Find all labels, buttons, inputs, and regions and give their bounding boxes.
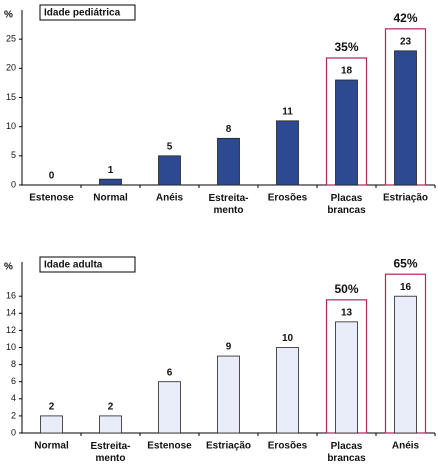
bar: [276, 120, 299, 186]
bar: [335, 79, 358, 186]
bar: [158, 381, 181, 434]
x-tick-label: Estriação: [206, 441, 251, 452]
annotation: 42%: [393, 11, 417, 25]
title-box: [39, 4, 136, 21]
x-tick-label: Estenose: [147, 441, 192, 452]
x-tick-label: Estenose: [29, 193, 74, 204]
y-tick-label: 8: [11, 359, 16, 369]
bar: [394, 50, 417, 186]
value-label: 6: [167, 367, 173, 378]
x-tick-label: Placas brancas: [327, 441, 366, 464]
value-label: 0: [49, 171, 55, 182]
x-tick-label: Normal: [34, 441, 69, 452]
bar: [99, 178, 122, 186]
value-label: 16: [400, 282, 412, 293]
x-tick-label: Normal: [93, 193, 128, 204]
chart-title: Idade pediátrica: [44, 8, 121, 19]
bar: [40, 415, 63, 434]
x-tick-label: Estriação: [383, 193, 428, 204]
bar: [99, 415, 122, 434]
value-label: 2: [49, 402, 55, 413]
x-tick-label: Anéis: [156, 193, 184, 204]
bar: [217, 137, 240, 186]
annotation: 50%: [334, 282, 358, 296]
y-tick-label: 4: [11, 393, 16, 403]
annotation: 65%: [393, 256, 417, 270]
y-tick-label: 0: [11, 179, 16, 189]
bar: [276, 347, 299, 434]
value-label: 23: [400, 36, 412, 47]
y-tick-label: 16: [6, 291, 16, 301]
y-tick-label: 20: [6, 63, 16, 73]
y-axis-label: %: [4, 10, 13, 21]
y-tick-label: 15: [6, 92, 16, 102]
value-label: 11: [282, 106, 293, 117]
x-tick-label: Placas brancas: [327, 193, 366, 216]
title-box: [39, 256, 136, 273]
bar: [217, 355, 240, 434]
bar: [335, 321, 358, 434]
x-tick-label: Estreita-mento: [90, 441, 130, 464]
x-tick-label: Erosões: [268, 441, 308, 452]
value-label: 9: [226, 342, 232, 353]
x-tick-label: Estreita-mento: [208, 193, 248, 216]
bar: [394, 295, 417, 434]
x-tick-label: Erosões: [268, 193, 308, 204]
y-tick-label: 2: [11, 410, 16, 420]
chart-title: Idade adulta: [44, 260, 103, 271]
value-label: 2: [108, 402, 114, 413]
y-axis-label: %: [4, 262, 13, 273]
y-tick-label: 10: [6, 121, 16, 131]
value-label: 18: [341, 66, 353, 77]
y-tick-label: 10: [6, 342, 16, 352]
y-tick-label: 6: [11, 376, 16, 386]
x-tick-label: Anéis: [392, 441, 420, 452]
y-tick-label: 12: [6, 325, 16, 335]
value-label: 1: [108, 165, 114, 176]
annotation: 35%: [334, 40, 358, 54]
bar: [158, 155, 181, 186]
y-tick-label: 25: [6, 34, 16, 44]
value-label: 8: [226, 124, 232, 135]
y-tick-label: 14: [6, 308, 16, 318]
value-label: 13: [341, 307, 353, 318]
y-tick-label: 5: [11, 150, 16, 160]
value-label: 10: [282, 333, 294, 344]
value-label: 5: [167, 141, 173, 152]
y-tick-label: 0: [11, 427, 16, 437]
